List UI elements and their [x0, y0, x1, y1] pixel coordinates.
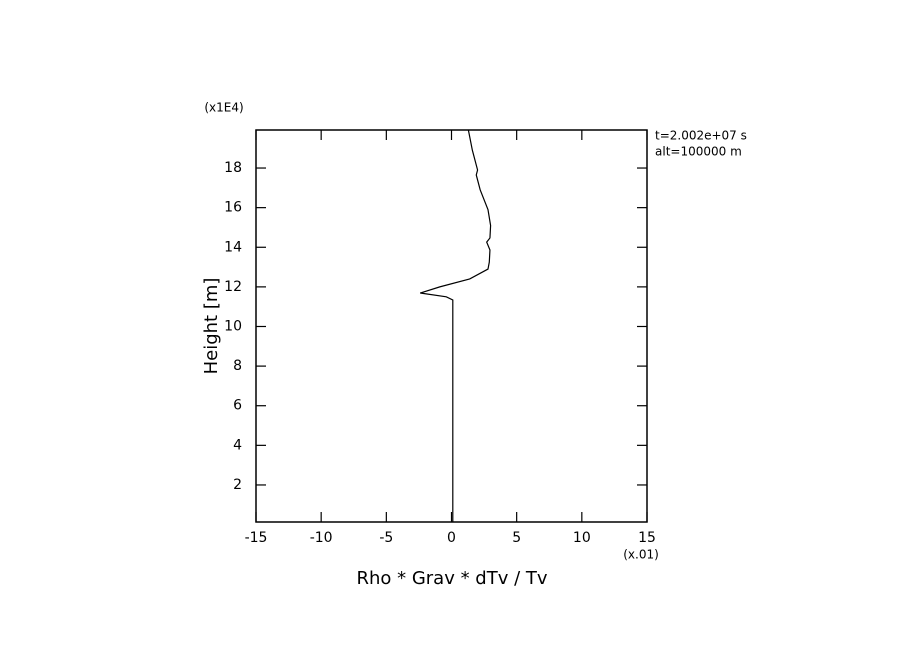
y-tick-label: 14 [224, 239, 242, 255]
x-tick-label: 10 [573, 530, 591, 546]
y-tick-label: 18 [224, 160, 242, 176]
annotation: t=2.002e+07 s [655, 129, 747, 143]
x-tick-label: -5 [379, 530, 393, 546]
y-tick-label: 12 [224, 279, 242, 295]
x-tick-label: 15 [638, 530, 656, 546]
annotation: alt=100000 m [655, 145, 742, 159]
x-tick-label: -10 [310, 530, 333, 546]
x-tick-label: -15 [245, 530, 268, 546]
y-tick-label: 10 [224, 318, 242, 334]
plot-frame [255, 129, 648, 523]
x-scale-label: (x.01) [623, 548, 659, 562]
y-axis-label: Height [m] [201, 278, 222, 375]
x-tick-label: 5 [512, 530, 521, 546]
y-tick-label: 8 [233, 358, 242, 374]
y-scale-label: (x1E4) [204, 101, 243, 115]
data-line [420, 130, 492, 522]
x-axis-label: Rho * Grav * dTv / Tv [356, 568, 547, 589]
x-tick-label: 0 [447, 530, 456, 546]
y-tick-label: 6 [233, 398, 242, 414]
y-tick-label: 16 [224, 200, 242, 216]
y-tick-label: 4 [233, 437, 242, 453]
y-tick-label: 2 [233, 477, 242, 493]
